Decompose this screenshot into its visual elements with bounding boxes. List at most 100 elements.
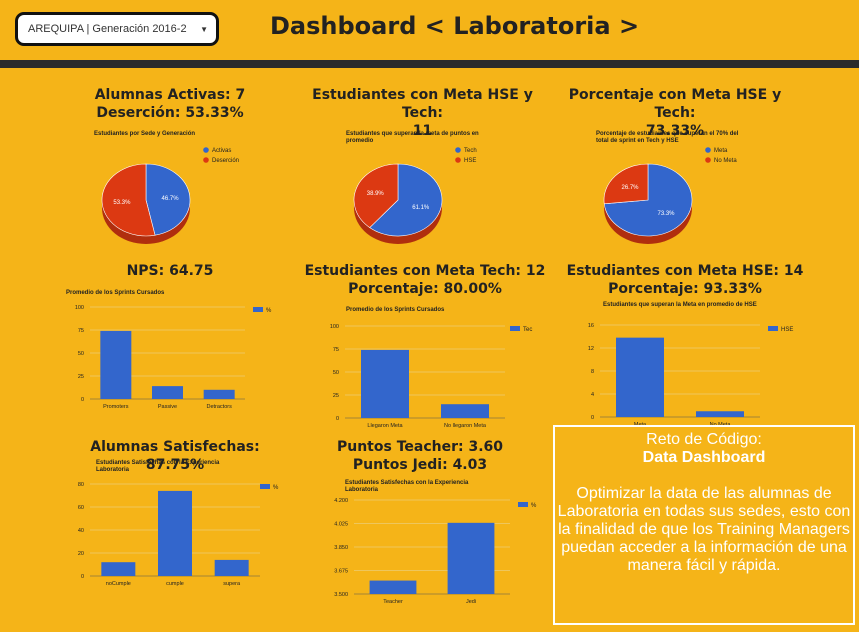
legend-label: % xyxy=(531,503,537,509)
activas-count: Alumnas Activas: 7 xyxy=(94,87,246,103)
pie-slice-label: 61.1% xyxy=(412,205,430,211)
bar-chart-puntos: Estudiantes Satisfechas con la Experienc… xyxy=(334,480,537,605)
bar-meta xyxy=(616,337,664,417)
bar-promoters xyxy=(100,330,132,399)
panel-porcentaje-meta-title: Porcentaje con Meta HSE y Tech: 73.33% xyxy=(555,86,795,140)
panel-activas-title: Alumnas Activas: 7 Deserción: 53.33% xyxy=(60,86,280,122)
legend-label: Meta xyxy=(714,148,728,154)
pie-chart-meta-tech-hse: Estudiantes que superan la meta de punto… xyxy=(346,131,479,244)
legend-dot-red xyxy=(203,157,209,163)
meta-hse-tech-label: Estudiantes con Meta HSE y Tech: xyxy=(312,87,533,121)
legend-label: No Meta xyxy=(714,158,737,164)
x-tick-label: cumple xyxy=(166,581,184,587)
generation-select[interactable]: AREQUIPA | Generación 2016-2 ▼ xyxy=(15,12,219,46)
legend-label: Deserción xyxy=(212,158,239,164)
bar-jedi xyxy=(447,522,495,594)
y-tick-label: 0 xyxy=(81,397,84,403)
meta-tech-percentage: Porcentaje: 80.00% xyxy=(348,281,502,297)
page-title: Dashboard < Laboratoria > xyxy=(270,12,640,40)
panel-puntos-title: Puntos Teacher: 3.60 Puntos Jedi: 4.03 xyxy=(320,438,520,474)
legend-dot-blue xyxy=(705,147,711,153)
generation-select-value: AREQUIPA | Generación 2016-2 xyxy=(28,23,187,35)
x-tick-label: Llegaron Meta xyxy=(367,423,403,429)
bar-cumple xyxy=(158,490,192,576)
panel-satisfechas-title: Alumnas Satisfechas: 87.75% xyxy=(65,438,285,474)
legend-label: Tech xyxy=(464,148,477,154)
y-tick-label: 8 xyxy=(591,369,594,375)
bar-passive xyxy=(152,386,183,399)
y-tick-label: 0 xyxy=(591,415,594,421)
meta-hse-count: Estudiantes con Meta HSE: 14 xyxy=(566,263,804,279)
bar-subtitle: Promedio de los Sprints Cursados xyxy=(66,290,165,296)
pie-chart-activas: Estudiantes por Sede y Generación 46.7% 53… xyxy=(94,131,239,244)
legend-dot-red xyxy=(705,157,711,163)
panel-meta-tech-title: Estudiantes con Meta Tech: 12 Porcentaje… xyxy=(300,262,550,298)
y-tick-label: 16 xyxy=(588,323,594,329)
dropdown-arrow-icon: ▼ xyxy=(200,25,208,34)
satisfechas-value: Alumnas Satisfechas: 87.75% xyxy=(90,439,260,473)
porcentaje-meta-value: 73.33% xyxy=(645,123,705,139)
legend-label: % xyxy=(266,308,272,314)
y-tick-label: 75 xyxy=(333,347,339,353)
y-tick-label: 4.025 xyxy=(334,522,348,528)
x-tick-label: Detractors xyxy=(206,404,232,410)
bar-teacher xyxy=(369,580,417,594)
reto-info-box: Reto de Código: Data Dashboard Optimizar… xyxy=(553,425,855,625)
y-tick-label: 12 xyxy=(588,346,594,352)
y-tick-label: 25 xyxy=(78,374,84,380)
y-tick-label: 100 xyxy=(330,324,339,330)
legend-dot-blue xyxy=(455,147,461,153)
bar-no-llegaron-meta xyxy=(441,404,489,418)
legend-label: % xyxy=(273,485,279,491)
meta-tech-count: Estudiantes con Meta Tech: 12 xyxy=(304,263,546,279)
reto-subheading: Data Dashboard xyxy=(642,449,766,466)
x-tick-label: No Meta xyxy=(710,422,732,425)
bar-subtitle: Laboratoria xyxy=(345,487,379,493)
panel-meta-hse-title: Estudiantes con Meta HSE: 14 Porcentaje:… xyxy=(560,262,810,298)
y-tick-label: 3.675 xyxy=(334,569,348,575)
pie-slice-hse xyxy=(353,163,399,228)
bar-detractors xyxy=(203,389,235,399)
legend-label: HSE xyxy=(781,327,793,333)
legend-dot-red xyxy=(455,157,461,163)
bar-llegaron-meta xyxy=(361,349,409,418)
legend-swatch xyxy=(260,484,270,489)
y-tick-label: 4.200 xyxy=(334,498,348,504)
bar-chart-satisfechas: Estudiantes Satisfechas con la Experienc… xyxy=(78,460,279,587)
bar-subtitle: Laboratoria xyxy=(96,467,130,473)
bar-no-meta xyxy=(696,411,744,417)
pie-slice-activas xyxy=(145,163,191,236)
pie-slice-label: 38.9% xyxy=(367,191,385,197)
legend-swatch xyxy=(768,326,778,331)
y-tick-label: 0 xyxy=(81,574,84,580)
x-tick-label: noCumple xyxy=(106,581,131,587)
meta-hse-percentage: Porcentaje: 93.33% xyxy=(608,281,762,297)
bar-chart-nps: Promedio de los Sprints Cursados 0 25 50 75 1… xyxy=(66,290,272,410)
pie-slice-deserción xyxy=(101,163,156,237)
pie-slice-label: 73.3% xyxy=(657,211,675,217)
y-tick-label: 50 xyxy=(333,370,339,376)
y-tick-label: 100 xyxy=(75,305,84,311)
porcentaje-meta-label: Porcentaje con Meta HSE y Tech: xyxy=(568,87,782,121)
bar-subtitle: Promedio de los Sprints Cursados xyxy=(346,307,445,313)
y-tick-label: 0 xyxy=(336,416,339,422)
y-tick-label: 50 xyxy=(78,351,84,357)
y-tick-label: 80 xyxy=(78,482,84,488)
bar-nocumple xyxy=(101,562,136,576)
bar-subtitle: Estudiantes que superan la Meta en prome… xyxy=(603,302,757,308)
x-tick-label: No llegaron Meta xyxy=(444,423,487,429)
y-tick-label: 25 xyxy=(333,393,339,399)
pie-subtitle: Estudiantes por Sede y Generación xyxy=(94,131,195,137)
pie-slice-no-meta xyxy=(603,163,649,205)
nps-value: NPS: 64.75 xyxy=(126,263,214,279)
legend-swatch xyxy=(518,502,528,507)
bar-subtitle: Estudiantes Satisfechas con la Experienc… xyxy=(345,480,469,486)
x-tick-label: supera xyxy=(223,581,241,587)
legend-label: Tec xyxy=(523,327,532,333)
pie-subtitle: promedio xyxy=(346,138,374,144)
legend-swatch xyxy=(510,326,520,331)
y-tick-label: 3.500 xyxy=(334,592,348,598)
legend-label: Activas xyxy=(212,148,231,154)
y-tick-label: 60 xyxy=(78,505,84,511)
legend-label: HSE xyxy=(464,158,476,164)
